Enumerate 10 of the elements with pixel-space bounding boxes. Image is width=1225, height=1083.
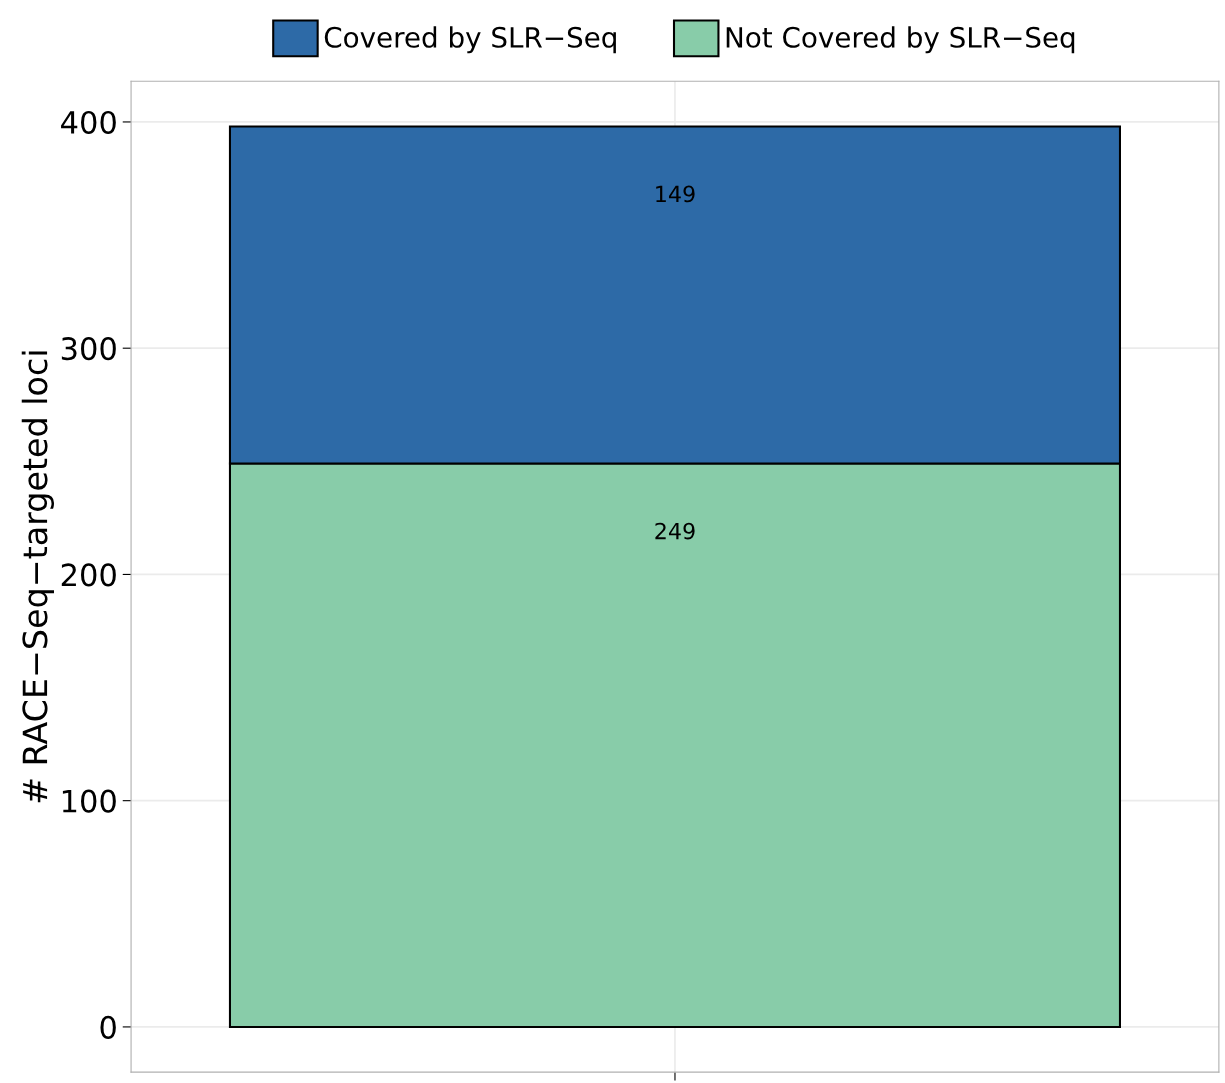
data-label: 149: [656, 185, 695, 203]
legend-label: Not Covered by SLR−Seq: [726, 26, 1075, 54]
data-label: 249: [655, 522, 695, 540]
y-tick-label: 300: [61, 337, 116, 361]
y-tick-label: 400: [61, 110, 116, 134]
legend-label: Covered by SLR−Seq: [324, 26, 616, 54]
y-tick-label: 100: [62, 789, 116, 813]
y-tick-label: 200: [61, 563, 116, 587]
y-axis-title: # RACE−Seq−targeted loci: [21, 351, 54, 803]
y-tick-label: 0: [100, 1015, 116, 1039]
